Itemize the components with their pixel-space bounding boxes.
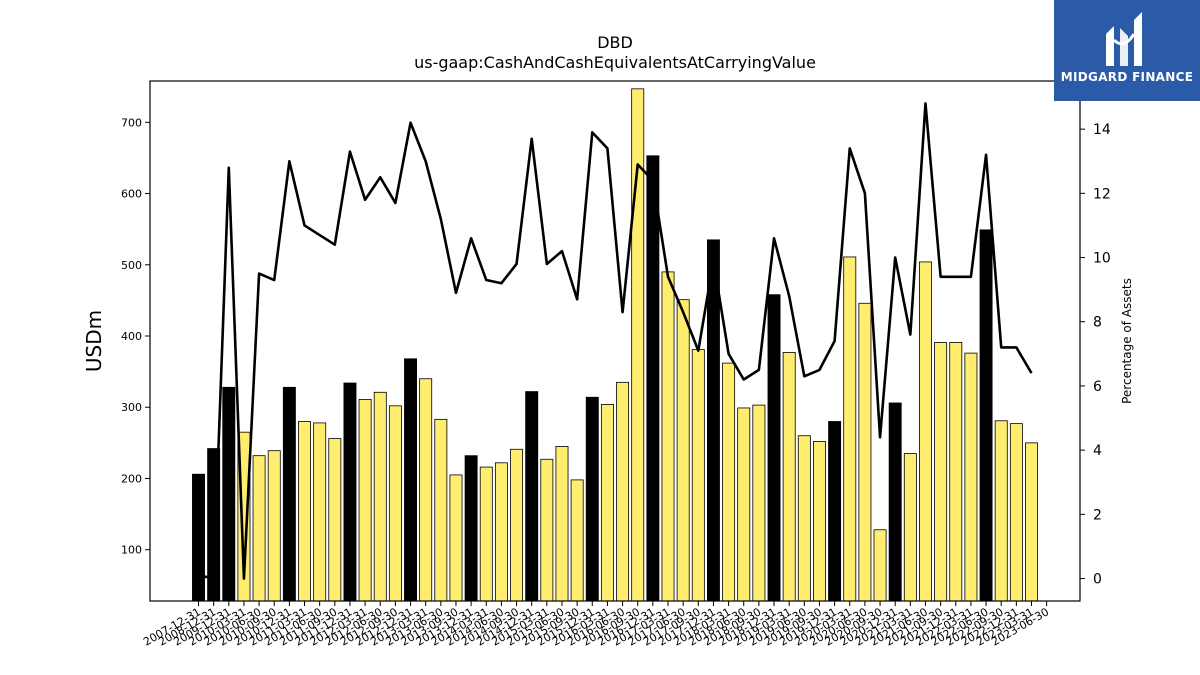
chart-subtitle: us-gaap:CashAndCashEquivalentsAtCarrying… [414,53,816,72]
y-axis-left: 100 200 300 400 500 600 700 [121,116,150,557]
bar [903,453,917,602]
y-tick-label: 300 [121,401,142,414]
midgard-logo-icon [1106,12,1142,66]
bar [752,404,766,602]
bar [358,399,372,602]
bar [873,529,887,602]
y-tick-label: 700 [121,116,142,129]
bar-group [192,88,1038,602]
bar [722,362,736,602]
y-axis-label: USDm [82,310,106,372]
bar [843,256,857,602]
bar [404,358,418,602]
bar [888,402,902,602]
y2-tick-label: 4 [1093,443,1102,459]
y-tick-label: 200 [121,472,142,485]
bar [1009,423,1023,602]
bar [510,448,524,602]
y-axis-right: 0 2 4 6 8 10 12 14 [1080,122,1111,588]
plot-frame [149,80,1081,602]
y2-tick-label: 0 [1093,572,1102,588]
bar [919,261,932,602]
bar [737,407,751,602]
bar [222,386,236,602]
bar [343,382,357,602]
bar [192,473,205,602]
y-tick-label: 400 [121,330,142,343]
y-tick-label: 500 [121,259,142,272]
bar [373,391,387,602]
y2-tick-label: 14 [1093,122,1111,138]
chart-title: DBD [597,33,633,52]
bar [434,418,448,602]
y2-tick-label: 6 [1093,379,1102,395]
bar [691,349,705,602]
bar [797,435,811,602]
logo-name: MIDGARD FINANCE [1060,70,1194,84]
bar [979,229,993,602]
bar [964,352,978,602]
bar [313,422,327,602]
bar [949,342,963,602]
bar [479,466,493,602]
bar [934,342,948,602]
y2-tick-label: 10 [1093,251,1111,267]
bar [267,450,281,602]
bar [828,421,842,602]
bar [813,441,826,602]
bar [858,302,872,602]
bar [570,479,584,602]
bar [525,391,539,602]
bar [646,155,660,602]
pct-of-assets-line [198,102,1033,580]
bar [600,403,614,602]
bar [252,455,266,602]
bar [494,462,508,602]
bar [464,455,478,602]
bar [419,378,433,602]
x-axis: 2007-12-312008-12-312009-12-312010-03-31… [141,601,1051,649]
bar [616,381,630,602]
bar [449,474,463,602]
bar [782,351,796,602]
bar [298,421,311,602]
y-tick-label: 600 [121,188,142,201]
y-tick-label: 100 [121,544,142,557]
bar [676,299,690,602]
bar [661,271,675,602]
y2-tick-label: 12 [1093,186,1111,202]
bar [388,405,402,602]
bar [1025,442,1038,602]
bar [282,386,296,602]
y2-axis-label: Percentage of Assets [1120,278,1134,404]
y2-tick-label: 8 [1093,315,1102,331]
bar [328,438,342,602]
bar [585,396,599,602]
bar [540,458,554,602]
midgard-finance-logo: MIDGARD FINANCE [1054,0,1200,101]
bar [767,294,781,602]
bar [994,420,1008,602]
bar [555,446,569,602]
y2-tick-label: 2 [1093,507,1102,523]
